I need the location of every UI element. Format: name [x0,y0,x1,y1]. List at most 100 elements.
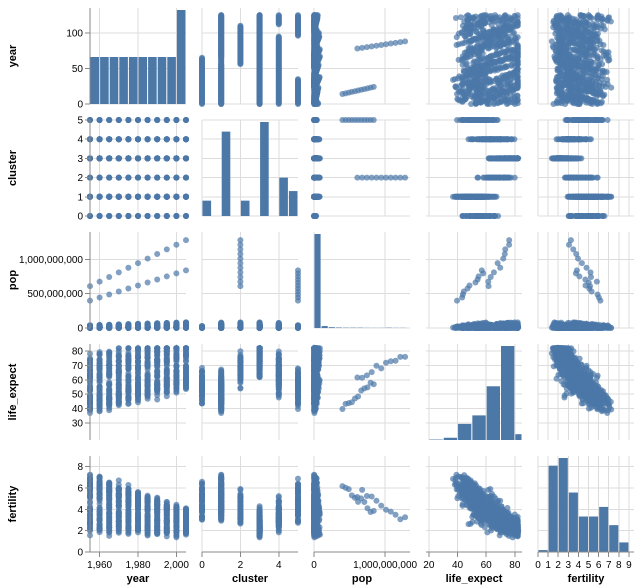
scatter-point [477,30,484,37]
scatter-point [125,213,132,219]
scatter-point [237,22,244,29]
scatter-point [311,117,318,123]
scatter-point [497,56,504,63]
scatter-point [173,136,180,143]
scatter-point [144,117,151,123]
scatter-point [472,13,479,20]
cell-year-fertility [537,8,634,107]
scatter-point [465,66,472,73]
histogram-bar [279,177,288,216]
scatter-point [115,136,122,143]
scatter-point [594,14,601,21]
scatter-point [514,100,521,107]
scatter-point [135,136,141,143]
scatter-point [569,76,576,83]
scatter-point [571,99,578,106]
scatter-point [163,136,170,143]
scatter-point [275,12,282,19]
scatter-point [553,22,560,29]
scatter-point [173,174,180,181]
scatter-point [183,213,189,219]
histogram-bar [202,200,212,216]
scatter-point [311,174,318,181]
scatter-point [590,96,597,103]
cell-cluster-pop [311,117,410,219]
scatter-point [256,12,263,19]
scatter-point [476,21,483,28]
cell-cluster-life_expect [426,117,522,219]
scatter-point [494,76,501,83]
scatter-point [96,193,103,200]
scatter-point [125,136,132,143]
scatter-point [135,213,141,219]
scatter-point [106,155,113,162]
scatter-point [596,83,603,90]
scatter-point [467,23,474,30]
scatter-point [199,54,205,61]
scatter-point [163,193,170,200]
scatter-point [173,213,180,219]
scatter-point [311,76,318,83]
scatter-point [507,80,514,87]
scatter-point [504,33,511,40]
scatter-point [295,12,301,19]
scatter-point [218,12,225,19]
scatter-point [506,14,513,21]
scatter-point [583,37,590,44]
histogram-bar [128,57,138,104]
scatter-point [256,22,263,29]
scatter-point [313,12,320,19]
scatter-point [482,91,489,98]
histogram-bar [90,57,100,104]
scatter-point [163,155,170,162]
scatter-point [604,76,611,83]
scatter-point [478,213,485,219]
scatter-point [135,155,141,162]
scatter-point [144,174,151,181]
scatter-point [115,213,122,219]
scatter-point [183,193,189,200]
scatter-point [144,136,151,143]
scatter-point [566,33,573,40]
scatter-point [563,25,570,32]
scatter-point [496,64,503,71]
scatter-point [135,193,141,200]
histogram-bar [176,10,186,104]
scatter-point [486,37,493,44]
scatter-point [106,117,113,123]
scatter-point [593,44,600,51]
scatter-point [514,92,521,99]
scatter-point [559,72,566,79]
scatter-point [453,34,460,41]
scatter-point [96,174,103,181]
scatter-point [316,53,323,60]
scatter-point [115,174,122,181]
scatter-point [402,38,409,45]
scatter-point [513,37,520,44]
cell-year-cluster [199,8,301,107]
scatter-point [96,155,103,162]
scatter-point [559,56,566,63]
scatter-point [144,213,151,219]
scatter-point [154,213,161,219]
scatter-point [554,100,561,107]
scatter-point [163,174,170,181]
scatter-point [491,213,498,219]
scatter-point [315,193,322,200]
histogram-bar [221,131,231,216]
scatter-point [503,73,510,80]
scatter-point [575,78,582,85]
scatter-point [514,12,521,19]
histogram-bar [100,57,109,104]
histogram-bar [109,57,119,104]
scatter-point [514,61,521,68]
scatter-point [106,213,113,219]
scatter-point [589,73,596,80]
scatter-point [600,67,607,74]
scatter-point [311,155,318,162]
histogram-bar [138,57,148,104]
scatter-point [585,80,592,87]
scatter-point [484,99,491,106]
scatter-point [480,12,487,19]
